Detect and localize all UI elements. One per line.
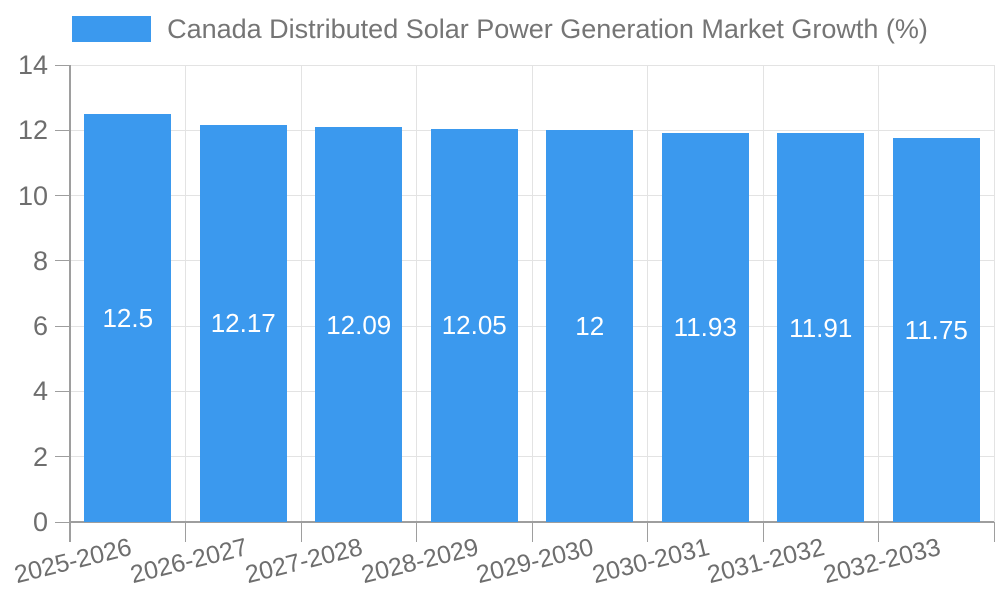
y-tick-label: 2 xyxy=(32,441,48,472)
y-tick xyxy=(55,64,70,66)
bar[interactable] xyxy=(777,133,865,522)
x-tick-label: 2031-2032 xyxy=(704,533,828,590)
x-grid-line xyxy=(647,65,648,522)
bar[interactable] xyxy=(199,124,287,522)
x-tick xyxy=(416,522,417,542)
y-tick xyxy=(55,390,70,392)
x-tick xyxy=(531,522,533,542)
y-tick xyxy=(55,260,70,262)
bar[interactable] xyxy=(430,128,518,522)
legend[interactable]: Canada Distributed Solar Power Generatio… xyxy=(0,14,1000,44)
bar[interactable] xyxy=(661,132,749,522)
x-tick-label: 2030-2031 xyxy=(589,533,713,590)
y-tick xyxy=(55,129,70,131)
x-tick xyxy=(878,522,879,542)
x-tick-label: 2032-2033 xyxy=(820,533,944,590)
x-tick-label: 2025-2026 xyxy=(11,533,135,590)
x-tick-label: 2027-2028 xyxy=(242,533,366,590)
x-tick xyxy=(762,522,764,542)
y-tick-label: 8 xyxy=(32,245,48,276)
x-tick-label: 2026-2027 xyxy=(127,533,251,590)
y-tick xyxy=(55,325,70,327)
x-tick-label: 2029-2030 xyxy=(473,533,597,590)
x-grid-line xyxy=(531,65,533,522)
bar[interactable] xyxy=(315,127,403,522)
x-grid-line xyxy=(762,65,764,522)
y-tick-label: 10 xyxy=(17,180,48,211)
y-tick xyxy=(55,195,70,197)
x-grid-line xyxy=(300,65,302,522)
bar[interactable] xyxy=(892,138,980,522)
bar[interactable] xyxy=(84,113,172,522)
y-tick xyxy=(55,456,70,458)
x-tick xyxy=(647,522,648,542)
x-grid-line xyxy=(878,65,879,522)
x-tick xyxy=(993,522,995,542)
y-tick-label: 4 xyxy=(32,376,48,407)
chart-title: Canada Distributed Solar Power Generatio… xyxy=(167,14,928,44)
bar[interactable] xyxy=(546,130,634,522)
x-grid-line xyxy=(416,65,417,522)
legend-swatch xyxy=(72,16,152,42)
y-axis-line xyxy=(69,65,71,542)
y-tick-label: 6 xyxy=(32,311,48,342)
x-grid-line xyxy=(185,65,186,522)
x-tick-label: 2028-2029 xyxy=(358,533,482,590)
y-tick-label: 0 xyxy=(32,507,48,537)
x-tick xyxy=(300,522,302,542)
x-grid-line xyxy=(993,65,995,522)
y-tick-label: 12 xyxy=(17,115,48,146)
y-tick-label: 14 xyxy=(17,50,48,80)
y-tick xyxy=(55,521,70,523)
x-tick xyxy=(185,522,186,542)
